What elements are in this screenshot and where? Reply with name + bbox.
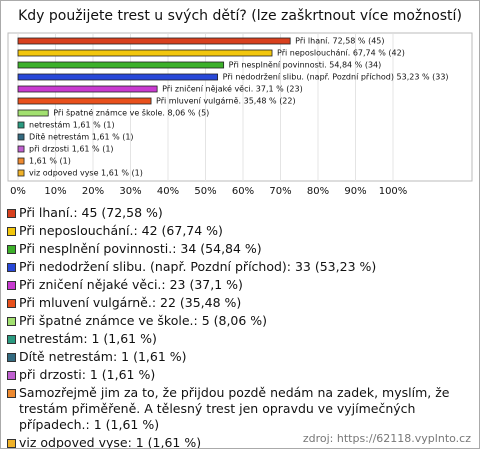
- legend-label: Při mluvení vulgárně.: 22 (35,48 %): [19, 295, 242, 310]
- legend-swatch: [7, 209, 16, 218]
- legend-label: Při zničení nějaké věci.: 23 (37,1 %): [19, 277, 243, 292]
- legend-swatch: [7, 263, 16, 272]
- legend-label: Při neposlouchání.: 42 (67,74 %): [19, 223, 223, 238]
- legend-item: viz odpoved vyse: 1 (1,61 %): [7, 435, 473, 449]
- legend-label: Při nesplnění povinnosti.: 34 (54,84 %): [19, 241, 262, 256]
- bar: [17, 73, 219, 81]
- value-label: Dítě netrestám 1,61 % (1): [29, 133, 134, 142]
- value-label: viz odpoved vyse 1,61 % (1): [29, 169, 143, 178]
- bar: [17, 157, 25, 165]
- x-tick-label: 20%: [82, 186, 104, 197]
- legend-swatch: [7, 317, 16, 326]
- x-tick-label: 50%: [194, 186, 216, 197]
- legend-label: Dítě netrestám: 1 (1,61 %): [19, 349, 187, 364]
- x-tick-label: 90%: [344, 186, 366, 197]
- source: zdroj: https://62118.vyplnto.cz: [302, 432, 471, 445]
- bar: [17, 145, 25, 153]
- value-label: Při mluvení vulgárně. 35,48 % (22): [156, 97, 296, 106]
- value-label: Při zničení nějaké věci. 37,1 % (23): [162, 84, 303, 94]
- legend: Při lhaní.: 45 (72,58 %) Při neposlouchán…: [7, 205, 473, 449]
- bar: [17, 97, 152, 105]
- legend-label: Při nedodržení slibu. (např. Pozdní příc…: [19, 259, 377, 274]
- legend-item: Při špatné známce ve škole.: 5 (8,06 %): [7, 313, 473, 329]
- value-label: netrestám 1,61 % (1): [29, 121, 115, 130]
- legend-item: Při lhaní.: 45 (72,58 %): [7, 205, 473, 221]
- x-tick-label: 30%: [119, 186, 141, 197]
- legend-label: Samozřejmě jim za to, že přijdou pozdě n…: [19, 385, 450, 432]
- legend-item: Při zničení nějaké věci.: 23 (37,1 %): [7, 277, 473, 293]
- x-tick-label: 60%: [232, 186, 254, 197]
- legend-label: Při špatné známce ve škole.: 5 (8,06 %): [19, 313, 268, 328]
- bar: [17, 169, 25, 177]
- plot-frame: [7, 32, 473, 182]
- x-tick-label: 40%: [157, 186, 179, 197]
- bar: [17, 61, 225, 69]
- legend-item: netrestám: 1 (1,61 %): [7, 331, 473, 347]
- x-tick-label: 70%: [269, 186, 291, 197]
- legend-item: při drzosti: 1 (1,61 %): [7, 367, 473, 383]
- bar: [17, 109, 49, 117]
- x-tick-label: 100%: [379, 186, 408, 197]
- value-label: Při lhaní. 72,58 % (45): [295, 37, 384, 46]
- legend-item: Při nesplnění povinnosti.: 34 (54,84 %): [7, 241, 473, 257]
- legend-swatch: [7, 227, 16, 236]
- value-label: Při nedodržení slibu. (např. Pozdní příc…: [223, 73, 449, 82]
- legend-label: netrestám: 1 (1,61 %): [19, 331, 157, 346]
- legend-swatch: [7, 281, 16, 290]
- legend-swatch: [7, 389, 16, 398]
- bar: [17, 37, 291, 45]
- legend-swatch: [7, 245, 16, 254]
- legend-swatch: [7, 371, 16, 380]
- x-tick-label: 80%: [307, 186, 329, 197]
- value-label: Při neposlouchání. 67,74 % (42): [277, 49, 405, 58]
- bar: [17, 121, 25, 129]
- value-label: Při špatné známce ve škole. 8,06 % (5): [53, 108, 209, 118]
- legend-swatch: [7, 439, 16, 448]
- legend-label: Při lhaní.: 45 (72,58 %): [19, 205, 163, 220]
- value-label: Při nesplnění povinnosti. 54,84 % (34): [229, 61, 382, 70]
- value-label: 1,61 % (1): [29, 157, 71, 166]
- bar: [17, 49, 273, 57]
- x-tick-label: 10%: [44, 186, 66, 197]
- legend-item: Samozřejmě jim za to, že přijdou pozdě n…: [7, 385, 473, 433]
- legend-swatch: [7, 335, 16, 344]
- bar: [17, 133, 25, 141]
- chart: 0% 10% 20% 30% 40% 50% 60% 70% 80% 90% 100% Při lha…: [7, 32, 473, 197]
- legend-item: Při mluvení vulgárně.: 22 (35,48 %): [7, 295, 473, 311]
- legend-swatch: [7, 353, 16, 362]
- legend-label: při drzosti: 1 (1,61 %): [19, 367, 156, 382]
- legend-item: Při nedodržení slibu. (např. Pozdní příc…: [7, 259, 473, 275]
- legend-label: viz odpoved vyse: 1 (1,61 %): [19, 435, 202, 449]
- legend-item: Dítě netrestám: 1 (1,61 %): [7, 349, 473, 365]
- legend-swatch: [7, 299, 16, 308]
- legend-item: Při neposlouchání.: 42 (67,74 %): [7, 223, 473, 239]
- bar: [17, 85, 158, 93]
- chart-title: Kdy použijete trest u svých dětí? (lze z…: [18, 8, 462, 24]
- x-tick-label: 0%: [10, 186, 26, 197]
- value-label: při drzosti 1,61 % (1): [29, 145, 114, 154]
